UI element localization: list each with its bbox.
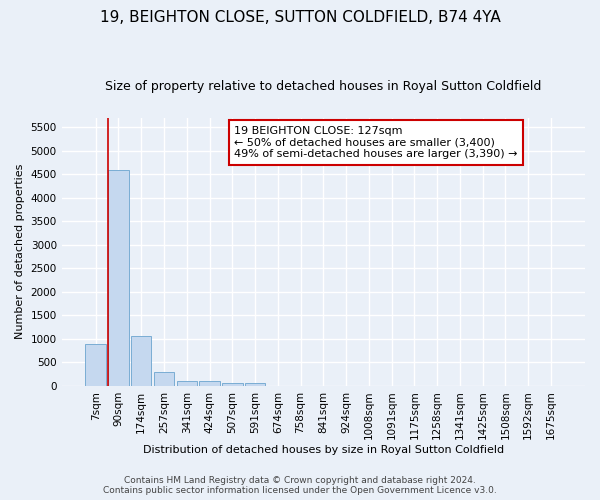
Text: 19, BEIGHTON CLOSE, SUTTON COLDFIELD, B74 4YA: 19, BEIGHTON CLOSE, SUTTON COLDFIELD, B7…	[100, 10, 500, 25]
Bar	[154, 372, 174, 386]
Text: Contains HM Land Registry data © Crown copyright and database right 2024.
Contai: Contains HM Land Registry data © Crown c…	[103, 476, 497, 495]
Bar	[85, 344, 106, 386]
Bar	[222, 383, 242, 386]
Y-axis label: Number of detached properties: Number of detached properties	[15, 164, 25, 340]
Bar	[245, 383, 265, 386]
X-axis label: Distribution of detached houses by size in Royal Sutton Coldfield: Distribution of detached houses by size …	[143, 445, 504, 455]
Text: 19 BEIGHTON CLOSE: 127sqm
← 50% of detached houses are smaller (3,400)
49% of se: 19 BEIGHTON CLOSE: 127sqm ← 50% of detac…	[235, 126, 518, 159]
Bar	[199, 381, 220, 386]
Bar	[131, 336, 151, 386]
Bar	[176, 381, 197, 386]
Title: Size of property relative to detached houses in Royal Sutton Coldfield: Size of property relative to detached ho…	[105, 80, 542, 93]
Bar	[108, 170, 129, 386]
